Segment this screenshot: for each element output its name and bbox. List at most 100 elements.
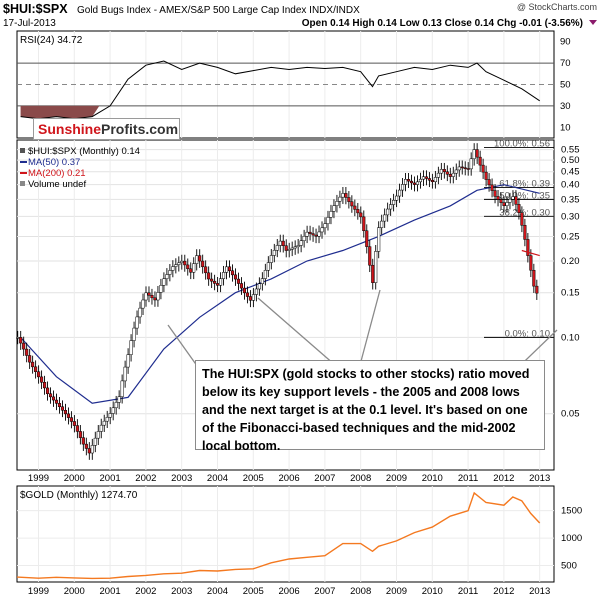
price-bar xyxy=(195,255,199,264)
rsi-tick-label: 10 xyxy=(560,122,571,133)
price-bar xyxy=(323,223,327,229)
price-bar xyxy=(108,413,112,418)
price-bar xyxy=(248,296,252,301)
price-bar xyxy=(344,193,348,198)
price-bar xyxy=(219,278,223,286)
price-bars xyxy=(16,143,539,460)
rsi-tick-label: 90 xyxy=(560,37,571,48)
gold-year-tick-label: 2006 xyxy=(279,586,300,597)
annotation-callout: The HUI:SPX (gold stocks to other stocks… xyxy=(195,360,545,453)
price-bar xyxy=(475,149,479,158)
year-tick-label: 2002 xyxy=(135,473,156,484)
price-bar xyxy=(281,240,285,246)
gold-year-tick-label: 2007 xyxy=(314,586,335,597)
price-bar xyxy=(368,246,372,266)
price-bar xyxy=(132,327,136,341)
price-bar xyxy=(183,260,187,266)
price-bar xyxy=(430,179,434,183)
fib-label: 0.0%: 0.10 xyxy=(505,328,550,339)
price-bar xyxy=(311,233,315,236)
price-bar xyxy=(245,292,249,297)
price-bar xyxy=(120,380,124,397)
price-bar xyxy=(493,190,497,197)
price-bar xyxy=(278,240,282,246)
price-bar xyxy=(401,184,405,191)
legend-volume-swatch xyxy=(20,181,25,186)
price-tick-label: 0.55 xyxy=(561,145,580,156)
price-bar xyxy=(43,382,47,389)
price-bar xyxy=(230,270,235,276)
price-bar xyxy=(442,169,446,173)
legend-volume: Volume undef xyxy=(28,179,86,190)
price-bar xyxy=(198,255,202,262)
price-bar xyxy=(57,403,62,408)
price-bar xyxy=(395,195,399,201)
price-bar xyxy=(502,202,506,206)
price-bar xyxy=(54,399,59,404)
price-bar xyxy=(69,417,73,422)
gold-year-tick-label: 2005 xyxy=(243,586,264,597)
price-bar xyxy=(144,292,148,301)
price-bar xyxy=(189,268,193,273)
rsi-tick-label: 70 xyxy=(560,58,571,69)
brand-part2: Profits.com xyxy=(101,121,179,137)
price-y-axis: 0.550.500.45 0.40 0.35 0.30 0.25 0.20 0.15 0.10… xyxy=(561,145,580,420)
price-bar xyxy=(51,396,56,401)
brand-logo: SunshineProfits.com xyxy=(33,118,180,140)
price-bar xyxy=(457,166,461,171)
price-bar xyxy=(239,283,244,289)
price-bar xyxy=(269,255,273,263)
gold-year-tick-label: 1999 xyxy=(28,586,49,597)
legend-ma50: MA(50) 0.37 xyxy=(28,157,80,168)
price-bar xyxy=(99,424,103,432)
price-bar xyxy=(329,211,333,218)
price-bar xyxy=(421,176,425,180)
price-bar xyxy=(75,425,79,432)
gold-year-tick-label: 2000 xyxy=(64,586,85,597)
price-bar xyxy=(451,172,455,177)
price-tick-label: 0.10 xyxy=(561,332,580,343)
price-bar xyxy=(284,245,288,251)
price-bar xyxy=(517,204,521,213)
price-bar xyxy=(335,201,339,206)
price-bar xyxy=(66,413,70,418)
price-bar xyxy=(201,260,205,268)
price-bar xyxy=(415,181,420,185)
price-bar xyxy=(398,189,402,197)
gold-year-tick-label: 2013 xyxy=(529,586,550,597)
price-bar xyxy=(159,285,163,293)
price-bar xyxy=(427,178,431,181)
price-bar xyxy=(299,240,303,246)
price-bar xyxy=(305,231,309,237)
price-bar xyxy=(233,274,238,280)
price-bar xyxy=(460,166,464,169)
price-bar xyxy=(350,201,354,207)
price-bar xyxy=(320,227,324,233)
price-tick-label: 0.30 xyxy=(561,211,580,222)
gold-year-tick-label: 2012 xyxy=(493,586,514,597)
price-bar xyxy=(293,246,297,249)
year-tick-label: 2013 xyxy=(529,473,550,484)
price-bar xyxy=(257,283,261,290)
price-bar xyxy=(296,245,300,248)
price-tick-label: 0.05 xyxy=(561,409,580,420)
price-bar xyxy=(213,280,217,284)
price-bar xyxy=(392,200,396,205)
price-bar xyxy=(84,443,88,449)
price-bar xyxy=(93,437,97,446)
price-tick-label: 0.25 xyxy=(561,231,580,242)
rsi-oversold-fill xyxy=(20,105,100,119)
price-bar xyxy=(508,198,512,203)
price-bar xyxy=(25,348,29,356)
year-tick-label: 1999 xyxy=(28,473,49,484)
price-bar xyxy=(526,239,530,256)
year-tick-label: 2012 xyxy=(493,473,514,484)
price-bar xyxy=(242,287,246,294)
ohlc-readout: Open 0.14 High 0.14 Low 0.13 Close 0.14 … xyxy=(302,18,583,29)
price-bar xyxy=(359,212,363,218)
price-bar xyxy=(72,421,76,426)
year-tick-label: 2004 xyxy=(207,473,228,484)
price-tick-label: 0.35 xyxy=(561,194,580,205)
